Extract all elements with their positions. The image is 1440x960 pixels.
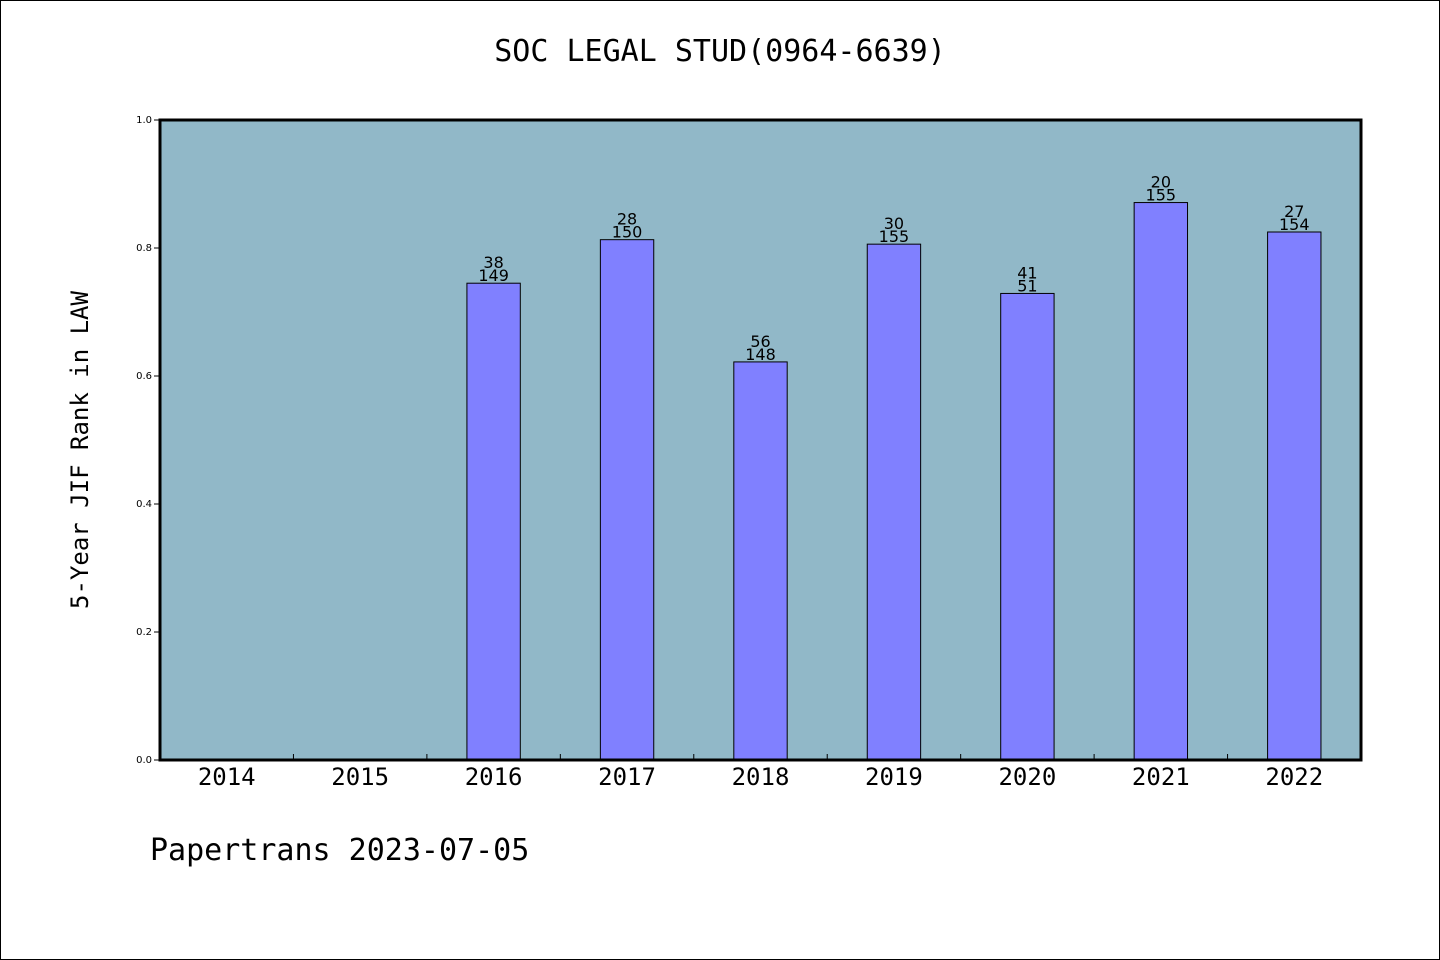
y-tick-label: 0.6 (136, 371, 152, 382)
bar-label-rank: 38 (483, 253, 503, 272)
y-tick-label: 0.0 (136, 755, 152, 766)
bar-2017 (599, 239, 655, 761)
y-tick-label: 1.0 (136, 115, 152, 126)
bar-label-rank: 41 (1017, 263, 1037, 282)
x-tick-label: 2014 (198, 763, 256, 791)
x-tick-label: 2016 (465, 763, 523, 791)
bar-label-rank: 20 (1151, 173, 1171, 192)
x-tick-label: 2015 (331, 763, 389, 791)
x-axis-ticks: 2014 2015 2016 2017 2018 2019 2020 2021 2022 (198, 754, 1323, 791)
y-tick-label: 0.8 (136, 243, 152, 254)
bar-label-rank: 28 (617, 210, 637, 229)
bar-2020 (1000, 292, 1055, 761)
x-tick-label: 2018 (732, 763, 790, 791)
bar-2021 (1133, 202, 1189, 761)
bar-label-total: 51 (1017, 276, 1037, 295)
y-tick-label: 0.4 (136, 499, 152, 510)
bar-2018 (733, 361, 788, 761)
bar-label-rank: 27 (1284, 202, 1304, 221)
y-axis-ticks: 0.0 0.2 0.4 0.6 0.8 1.0 (136, 115, 160, 766)
bar-2022 (1267, 231, 1322, 761)
x-tick-label: 2020 (998, 763, 1056, 791)
x-tick-label: 2017 (598, 763, 656, 791)
bar-2016 (466, 282, 521, 761)
bar-label-rank: 30 (884, 214, 904, 233)
bar-2019 (866, 243, 922, 761)
bar-label-total: 148 (745, 345, 776, 364)
bar-label-total: 155 (1146, 186, 1177, 205)
bar-label-total: 149 (478, 266, 509, 285)
bar-label-rank: 56 (750, 332, 770, 351)
bar-label-total: 154 (1279, 215, 1310, 234)
x-tick-label: 2022 (1265, 763, 1323, 791)
y-tick-label: 0.2 (136, 627, 152, 638)
x-tick-label: 2021 (1132, 763, 1190, 791)
x-tick-label: 2019 (865, 763, 923, 791)
bar-label-total: 155 (879, 227, 910, 246)
chart-title: SOC LEGAL STUD(0964-6639) (494, 34, 946, 69)
plot-border (158, 118, 1363, 762)
bar-label-total: 150 (612, 223, 643, 242)
footer-text: Papertrans 2023-07-05 (150, 833, 530, 868)
